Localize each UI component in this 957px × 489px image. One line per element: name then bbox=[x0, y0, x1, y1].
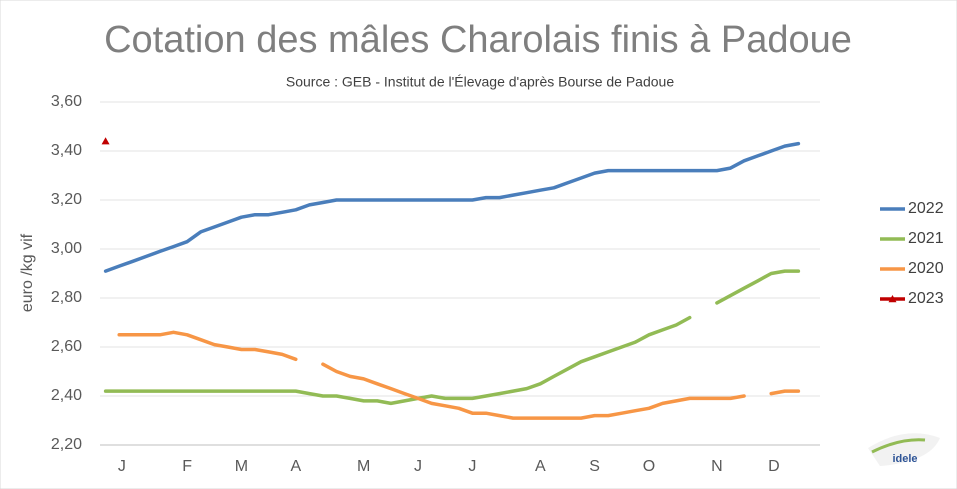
logo-swoosh bbox=[871, 438, 926, 454]
x-tick-label: J bbox=[118, 458, 126, 475]
legend-marker bbox=[888, 295, 897, 303]
chart-title: Cotation des mâles Charolais finis à Pad… bbox=[104, 19, 852, 61]
x-tick-label: O bbox=[643, 458, 655, 475]
x-tick-label: J bbox=[414, 458, 422, 475]
marker bbox=[101, 137, 110, 145]
logo-shape bbox=[868, 433, 940, 466]
y-tick-label: 3,00 bbox=[51, 240, 82, 257]
x-tick-label: D bbox=[768, 458, 780, 475]
legend-label: 2023 bbox=[908, 290, 944, 307]
chart-subtitle: Source : GEB - Institut de l'Élevage d'a… bbox=[286, 74, 674, 90]
y-tick-label: 2,80 bbox=[51, 289, 82, 306]
y-tick-label: 2,60 bbox=[51, 338, 82, 355]
x-tick-label: J bbox=[468, 458, 476, 475]
y-tick-label: 2,20 bbox=[51, 436, 82, 453]
legend-label: 2020 bbox=[908, 260, 944, 277]
series-line bbox=[117, 330, 801, 420]
series-line bbox=[103, 141, 801, 273]
y-axis-label: euro /kg vif bbox=[19, 233, 36, 312]
x-tick-label: A bbox=[290, 458, 301, 475]
x-tick-label: N bbox=[711, 458, 723, 475]
x-tick-label: S bbox=[589, 458, 600, 475]
x-tick-label: M bbox=[357, 458, 370, 475]
x-tick-label: A bbox=[535, 458, 546, 475]
x-tick-label: M bbox=[235, 458, 248, 475]
y-tick-label: 2,40 bbox=[51, 387, 82, 404]
logo: idele bbox=[868, 433, 940, 466]
legend-label: 2022 bbox=[908, 200, 944, 217]
series-line bbox=[103, 269, 801, 406]
legend-label: 2021 bbox=[908, 230, 944, 247]
y-tick-label: 3,60 bbox=[51, 93, 82, 110]
x-tick-label: F bbox=[182, 458, 192, 475]
y-tick-label: 3,40 bbox=[51, 142, 82, 159]
y-tick-label: 3,20 bbox=[51, 191, 82, 208]
logo-text: idele bbox=[892, 453, 917, 465]
